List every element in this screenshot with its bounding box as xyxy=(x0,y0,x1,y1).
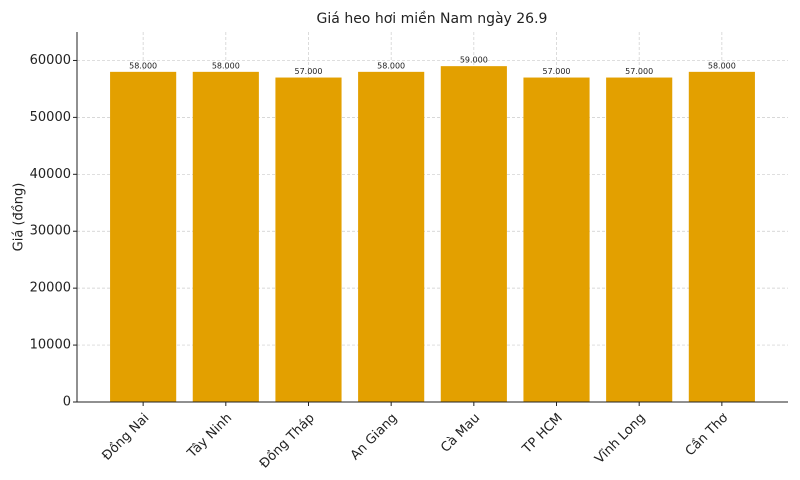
x-tick-label: Cần Thơ xyxy=(683,411,732,460)
y-axis-label: Giá (đồng) xyxy=(12,183,27,252)
y-tick-label: 60000 xyxy=(30,53,71,68)
bar xyxy=(192,71,259,402)
y-tick-label: 10000 xyxy=(30,338,71,353)
x-tick-label: TP HCM xyxy=(519,411,566,458)
value-label: 59.000 xyxy=(460,56,488,65)
y-tick-label: 0 xyxy=(63,395,71,410)
y-tick-label: 20000 xyxy=(30,281,71,296)
bar xyxy=(275,77,342,403)
value-label: 58.000 xyxy=(212,61,240,70)
value-label: 58.000 xyxy=(129,61,157,70)
y-tick-label: 50000 xyxy=(30,110,71,125)
bar xyxy=(440,66,507,403)
x-tick-label: Đồng Nai xyxy=(99,411,152,464)
y-tick-label: 40000 xyxy=(30,167,71,182)
y-tick-label: 30000 xyxy=(30,224,71,239)
bar xyxy=(606,77,673,403)
bar xyxy=(358,71,425,402)
value-label: 57.000 xyxy=(625,67,653,76)
x-tick-label: Vĩnh Long xyxy=(592,411,648,467)
x-tick-label: Đồng Tháp xyxy=(257,411,318,472)
x-tick-label: An Giang xyxy=(348,411,401,464)
value-label: 57.000 xyxy=(294,67,322,76)
bar xyxy=(688,71,755,402)
value-label: 57.000 xyxy=(543,67,571,76)
value-label: 58.000 xyxy=(708,61,736,70)
x-tick-label: Tây Ninh xyxy=(184,411,235,462)
value-label: 58.000 xyxy=(377,61,405,70)
bar xyxy=(110,71,177,402)
chart-title: Giá heo hơi miền Nam ngày 26.9 xyxy=(317,10,548,27)
x-tick-label: Cà Mau xyxy=(438,411,483,456)
bar xyxy=(523,77,590,403)
